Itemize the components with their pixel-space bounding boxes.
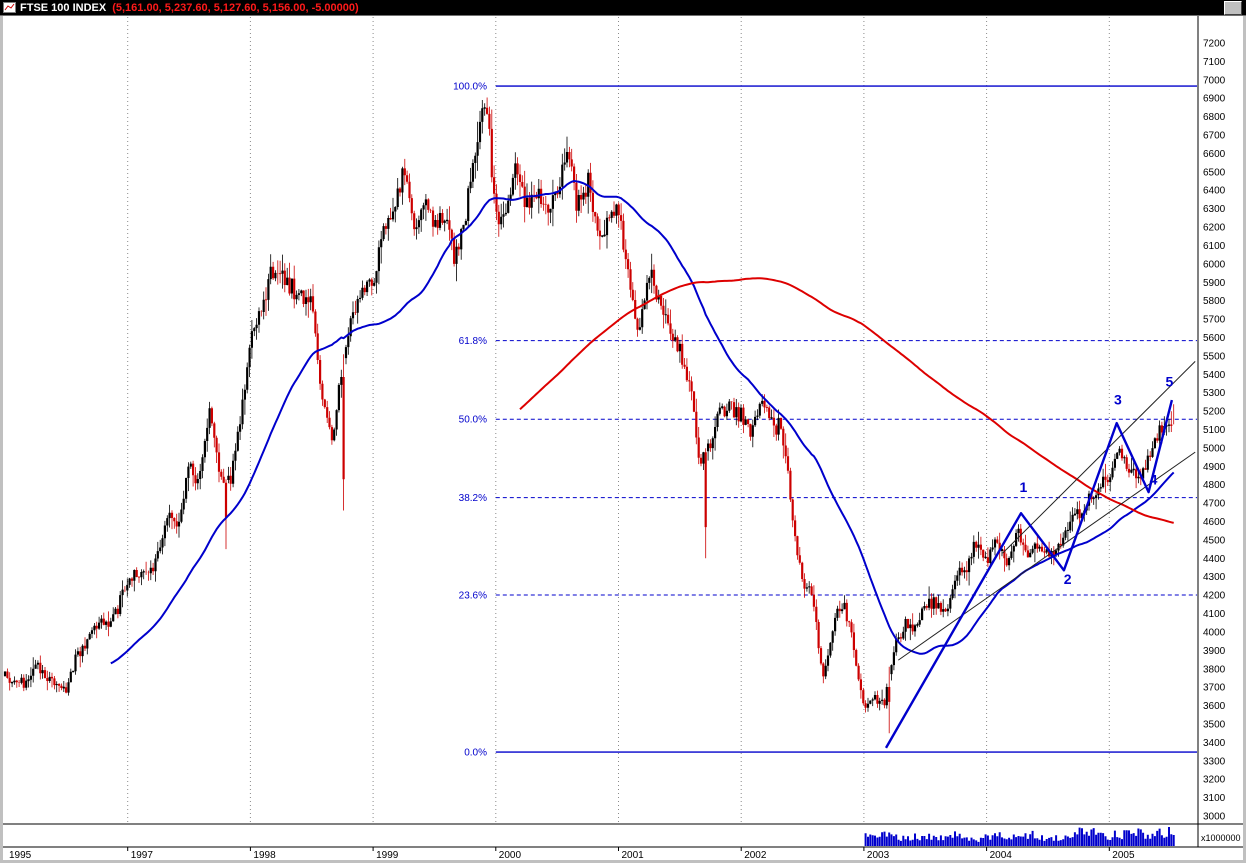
price-tick-label: 5900 bbox=[1203, 278, 1226, 289]
price-tick-label: 3200 bbox=[1203, 775, 1226, 786]
ohlc-readout: (5,161.00, 5,237.60, 5,127.60, 5,156.00,… bbox=[112, 1, 359, 14]
price-tick-label: 6400 bbox=[1203, 186, 1226, 197]
price-tick-label: 5800 bbox=[1203, 296, 1226, 307]
price-tick-label: 5500 bbox=[1203, 351, 1226, 362]
price-tick-label: 4800 bbox=[1203, 480, 1226, 491]
price-tick-label: 4300 bbox=[1203, 572, 1226, 583]
price-tick-label: 5100 bbox=[1203, 425, 1226, 436]
price-tick-label: 6700 bbox=[1203, 131, 1226, 142]
wave-label-1[interactable]: 1 bbox=[1020, 479, 1028, 495]
price-tick-label: 7100 bbox=[1203, 57, 1226, 68]
price-tick-label: 4200 bbox=[1203, 591, 1226, 602]
year-label: 1998 bbox=[253, 850, 276, 861]
chart-plot-area[interactable] bbox=[5, 17, 1198, 823]
year-label: 2004 bbox=[990, 850, 1013, 861]
price-tick-label: 3000 bbox=[1203, 812, 1226, 823]
wave-label-5[interactable]: 5 bbox=[1166, 373, 1174, 389]
elliott-wave-path[interactable] bbox=[884, 399, 1174, 749]
moving-average-220w[interactable] bbox=[519, 277, 1174, 524]
price-tick-label: 7200 bbox=[1203, 39, 1226, 50]
price-tick-label: 5300 bbox=[1203, 388, 1226, 399]
price-tick-label: 4000 bbox=[1203, 628, 1226, 639]
titlebar-button[interactable] bbox=[1224, 0, 1242, 15]
chart-canvas[interactable]: 100.0% 61.8% 50.0% 38.2% 23.6% 0.0% 1 2 3 4 5 x1000… bbox=[3, 16, 1243, 863]
price-tick-label: 6800 bbox=[1203, 112, 1226, 123]
fib-level-label: 23.6% bbox=[459, 591, 487, 602]
fib-level-label: 0.0% bbox=[464, 748, 487, 759]
volume-scale-label: x1000000 bbox=[1201, 833, 1241, 843]
price-tick-label: 3600 bbox=[1203, 701, 1226, 712]
price-series[interactable] bbox=[3, 97, 1175, 734]
price-tick-label: 5200 bbox=[1203, 407, 1226, 418]
wave-label-4[interactable]: 4 bbox=[1150, 472, 1158, 488]
price-tick-label: 3300 bbox=[1203, 756, 1226, 767]
year-label: 1995 bbox=[9, 850, 32, 861]
year-label: 2000 bbox=[499, 850, 522, 861]
price-tick-label: 4100 bbox=[1203, 609, 1226, 620]
price-tick-label: 3500 bbox=[1203, 720, 1226, 731]
trendline-2[interactable] bbox=[1002, 361, 1196, 554]
price-tick-label: 4400 bbox=[1203, 554, 1226, 565]
year-label: 1997 bbox=[131, 850, 154, 861]
price-tick-label: 7000 bbox=[1203, 75, 1226, 86]
price-tick-label: 4900 bbox=[1203, 462, 1226, 473]
year-label: 2003 bbox=[867, 850, 890, 861]
moving-average-46w[interactable] bbox=[110, 179, 1175, 665]
price-tick-label: 3700 bbox=[1203, 683, 1226, 694]
window-titlebar[interactable]: FTSE 100 INDEX (5,161.00, 5,237.60, 5,12… bbox=[0, 0, 1246, 16]
price-tick-label: 5700 bbox=[1203, 315, 1226, 326]
wave-label-3[interactable]: 3 bbox=[1114, 392, 1122, 408]
price-tick-label: 6100 bbox=[1203, 241, 1226, 252]
price-tick-label: 3100 bbox=[1203, 793, 1226, 804]
volume-pane[interactable]: x1000000 bbox=[864, 827, 1241, 846]
up-candle-bodies bbox=[3, 107, 1171, 708]
fib-level-label: 100.0% bbox=[453, 82, 487, 93]
price-tick-label: 4500 bbox=[1203, 535, 1226, 546]
year-label: 2002 bbox=[744, 850, 767, 861]
price-tick-label: 6600 bbox=[1203, 149, 1226, 160]
fib-level-label: 61.8% bbox=[459, 336, 487, 347]
price-tick-label: 5400 bbox=[1203, 370, 1226, 381]
elliott-wave-annotation[interactable]: 1 2 3 4 5 bbox=[884, 373, 1174, 749]
chart-window-icon bbox=[3, 2, 16, 13]
price-tick-label: 3800 bbox=[1203, 664, 1226, 675]
price-tick-label: 5600 bbox=[1203, 333, 1226, 344]
frame-bottom bbox=[3, 860, 1243, 863]
price-axis[interactable]: 3000 3100 3200 3300 3400 3500 3600 3700 3800 3900… bbox=[1203, 39, 1226, 823]
price-tick-label: 6900 bbox=[1203, 94, 1226, 105]
price-tick-label: 3900 bbox=[1203, 646, 1226, 657]
fibonacci-retracement[interactable]: 100.0% 61.8% 50.0% 38.2% 23.6% 0.0% bbox=[453, 82, 1197, 759]
year-label: 2001 bbox=[622, 850, 645, 861]
price-tick-label: 6000 bbox=[1203, 259, 1226, 270]
price-tick-label: 4600 bbox=[1203, 517, 1226, 528]
price-tick-label: 4700 bbox=[1203, 499, 1226, 510]
wave-label-2[interactable]: 2 bbox=[1064, 571, 1072, 587]
time-axis[interactable]: 1995 1997 1998 1999 2000 2001 2002 2003 2004 2005 bbox=[9, 847, 1135, 861]
price-tick-label: 6200 bbox=[1203, 223, 1226, 234]
fib-level-label: 38.2% bbox=[459, 493, 487, 504]
price-tick-label: 6500 bbox=[1203, 167, 1226, 178]
price-tick-label: 3400 bbox=[1203, 738, 1226, 749]
volume-bars bbox=[864, 827, 1175, 846]
year-label: 1999 bbox=[376, 850, 399, 861]
fib-level-label: 50.0% bbox=[459, 415, 487, 426]
year-label: 2005 bbox=[1112, 850, 1135, 861]
price-tick-label: 5000 bbox=[1203, 443, 1226, 454]
window-title: FTSE 100 INDEX bbox=[20, 1, 107, 14]
price-tick-label: 6300 bbox=[1203, 204, 1226, 215]
